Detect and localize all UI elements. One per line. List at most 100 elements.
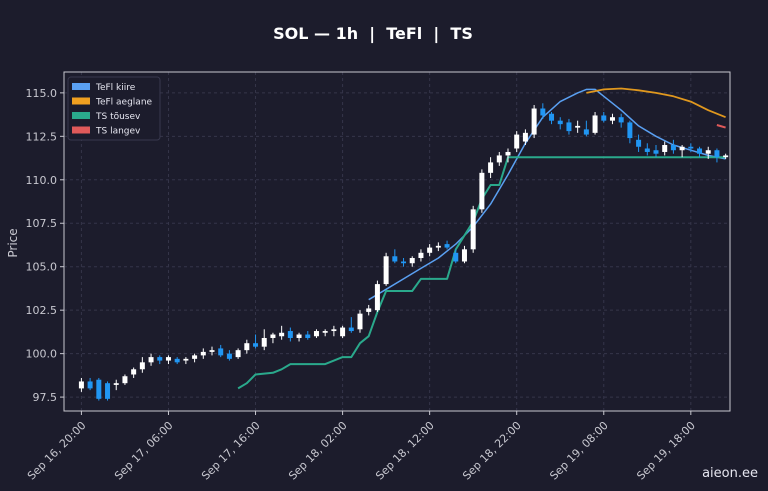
candle-down: [453, 252, 459, 262]
candle-down: [218, 348, 224, 356]
candle-up: [488, 162, 494, 173]
candle-down: [653, 150, 659, 154]
y-tick-label: 107.5: [26, 217, 58, 230]
candle-down: [253, 343, 259, 347]
candle-up: [244, 343, 250, 351]
y-axis: 97.5 100.0 102.5 105.0 107.5 110.0 112.5 115.0: [26, 87, 64, 404]
candle-up: [183, 358, 189, 361]
candle-up: [270, 334, 276, 338]
candle-up: [470, 209, 476, 250]
candle-up: [296, 334, 302, 338]
candles: [78, 103, 729, 401]
candle-down: [540, 108, 546, 116]
candle-down: [627, 122, 633, 139]
candle-down: [96, 379, 102, 399]
watermark: aieon.ee: [702, 466, 758, 481]
legend-swatch: [72, 112, 90, 119]
candle-up: [723, 155, 729, 158]
grid: [64, 72, 730, 411]
candle-down: [392, 256, 398, 262]
series-line-4: [716, 124, 726, 129]
candle-up: [235, 350, 241, 358]
candle-up: [331, 329, 337, 332]
legend: TeFl kiire TeFl aeglane TS tõusev TS langev: [67, 76, 161, 141]
candle-up: [418, 252, 424, 259]
candle-up: [279, 332, 285, 337]
candle-up: [479, 172, 485, 210]
series-line-1: [368, 88, 726, 301]
legend-swatch: [72, 97, 90, 105]
candle-down: [87, 381, 93, 389]
candle-down: [557, 120, 563, 125]
candle-down: [583, 129, 589, 135]
candle-down: [157, 357, 163, 361]
y-tick-label: 105.0: [26, 261, 58, 274]
candle-up: [192, 355, 198, 359]
candle-up: [505, 151, 511, 156]
candle-down: [287, 331, 293, 338]
y-tick-label: 97.5: [33, 391, 58, 404]
candle-down: [549, 113, 555, 121]
legend-label: TS langev: [95, 127, 141, 137]
candle-up: [531, 108, 537, 135]
candle-down: [697, 148, 703, 154]
legend-swatch: [72, 83, 90, 90]
candle-down: [444, 244, 450, 248]
candle-down: [226, 353, 232, 359]
candle-down: [670, 145, 676, 151]
candle-up: [148, 357, 154, 363]
candle-down: [566, 122, 572, 132]
legend-box: [67, 76, 161, 141]
candle-down: [688, 146, 694, 149]
plot-frame: [63, 71, 731, 412]
candle-down: [174, 358, 180, 363]
candle-up: [139, 362, 145, 370]
candle-up: [575, 125, 581, 128]
candle-up: [522, 132, 528, 142]
candle-down: [401, 261, 407, 264]
candle-up: [322, 331, 328, 333]
candle-up: [131, 369, 137, 375]
candle-up: [113, 383, 119, 385]
y-tick-label: 102.5: [26, 304, 58, 317]
candle-up: [357, 313, 363, 330]
candle-down: [618, 117, 624, 123]
candle-up: [435, 245, 441, 248]
candle-up: [340, 327, 346, 337]
candle-down: [305, 334, 311, 338]
y-axis-label: Price: [6, 228, 20, 257]
candle-up: [592, 115, 598, 133]
candle-up: [662, 145, 668, 152]
candle-down: [714, 150, 720, 158]
series-line-2: [586, 87, 726, 119]
candle-up: [78, 381, 84, 389]
candle-down: [105, 383, 111, 399]
candle-up: [313, 331, 319, 337]
legend-label: TS tõusev: [95, 112, 141, 122]
candle-up: [496, 155, 502, 163]
candle-up: [374, 284, 380, 311]
legend-swatch: [72, 126, 90, 134]
candle-down: [644, 148, 650, 152]
candle-up: [383, 256, 389, 285]
legend-label: TeFl aeglane: [95, 98, 153, 108]
y-tick-label: 110.0: [26, 174, 58, 187]
candle-up: [609, 117, 615, 121]
y-tick-label: 112.5: [26, 130, 58, 143]
y-tick-label: 100.0: [26, 348, 58, 361]
candle-up: [514, 134, 520, 149]
candle-up: [705, 150, 711, 154]
candle-up: [122, 376, 128, 384]
candle-up: [366, 308, 372, 312]
chart-title: SOL — 1h | TeFl | TS: [273, 24, 473, 44]
candle-up: [679, 146, 685, 151]
candle-up: [165, 357, 171, 361]
candle-up: [200, 351, 206, 356]
candle-up: [261, 337, 267, 347]
y-tick-label: 115.0: [26, 87, 58, 100]
legend-label: TeFl kiire: [95, 83, 136, 93]
candle-up: [409, 258, 415, 264]
candle-down: [348, 327, 354, 332]
